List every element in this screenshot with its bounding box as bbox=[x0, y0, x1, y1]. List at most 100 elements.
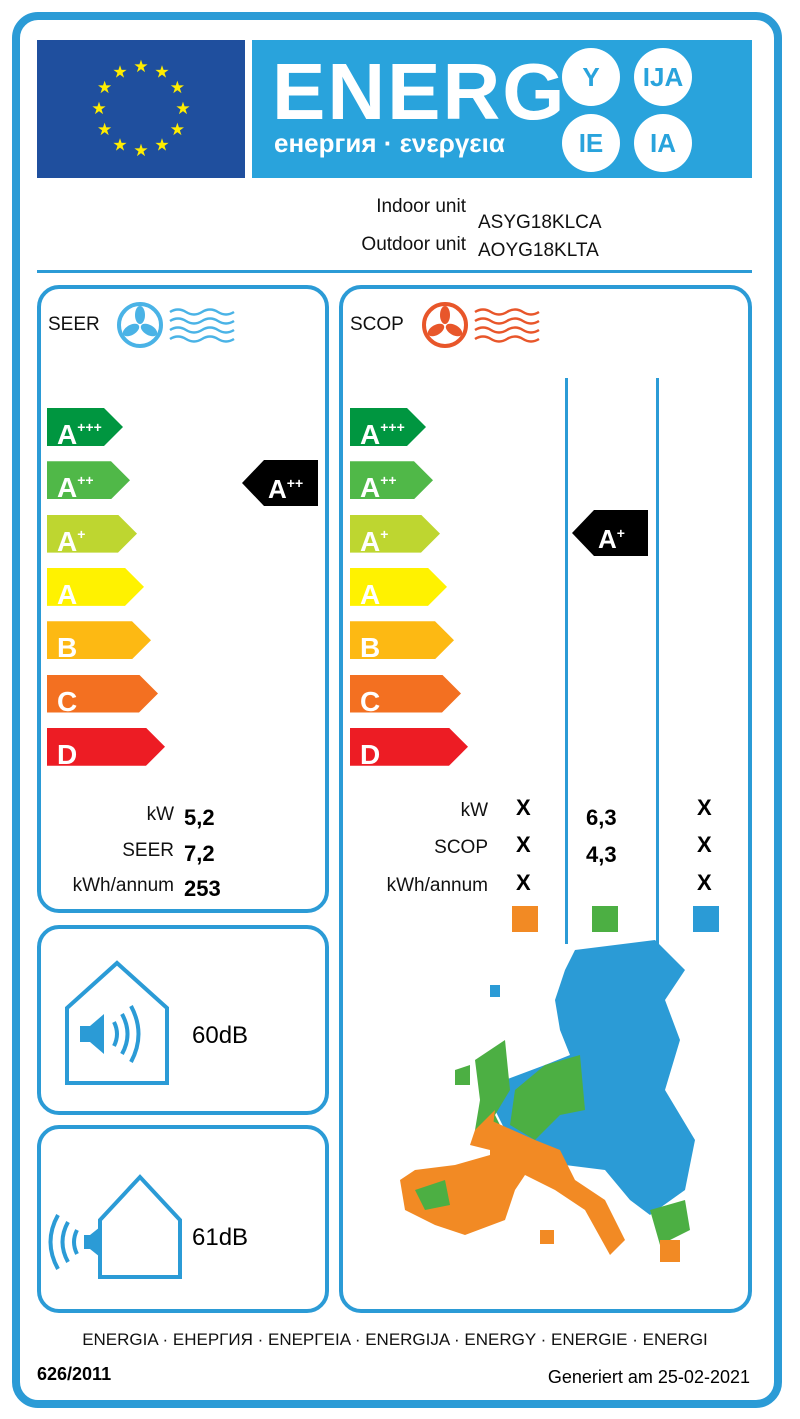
seer-panel bbox=[37, 285, 329, 913]
eu-star-icon: ★ bbox=[112, 135, 127, 154]
scop-climate-value: X bbox=[516, 832, 531, 857]
suffix-y: Y bbox=[562, 48, 620, 106]
eu-star-icon: ★ bbox=[170, 120, 185, 139]
scop-kw-label: kW bbox=[460, 800, 488, 821]
class-sup: +++ bbox=[380, 419, 405, 435]
generated-date: Generiert am 25-02-2021 bbox=[547, 1367, 750, 1387]
heating-fan-icon bbox=[422, 302, 540, 348]
class-letter: D bbox=[360, 738, 381, 770]
eu-star-icon: ★ bbox=[133, 141, 148, 160]
seer-class-bar: C bbox=[47, 675, 158, 713]
scop-climate-value: X bbox=[697, 870, 712, 895]
scop-climate-value: X bbox=[516, 795, 531, 820]
scop-rating-letter: A bbox=[598, 524, 617, 554]
regulation-number: 626/2011 bbox=[37, 1364, 112, 1384]
seer-class-bar: A bbox=[47, 568, 144, 606]
class-letter: A bbox=[57, 472, 78, 504]
indoor-unit-model: ASYG18KLCA bbox=[478, 212, 602, 233]
class-letter: A bbox=[360, 578, 381, 610]
eu-star-icon: ★ bbox=[170, 78, 185, 97]
scop-class-bar: A+++ bbox=[350, 408, 426, 446]
scop-climate-value: 4,3 bbox=[586, 842, 617, 867]
outdoor-noise-value: 61dB bbox=[192, 1224, 249, 1251]
eu-star-icon: ★ bbox=[154, 135, 169, 154]
scop-rating-sup: + bbox=[616, 525, 625, 541]
scop-class-bar: B bbox=[350, 621, 454, 659]
class-letter: B bbox=[57, 632, 78, 664]
europe-climate-map bbox=[400, 940, 695, 1262]
indoor-unit-label: Indoor unit bbox=[376, 196, 466, 217]
class-sup: + bbox=[77, 525, 86, 542]
seer-kw-label: kW bbox=[146, 804, 174, 825]
scop-class-bar: A++ bbox=[350, 461, 433, 499]
seer-class-bar: D bbox=[47, 728, 165, 766]
outdoor-sound-house-icon bbox=[48, 1174, 182, 1279]
energy-banner: ENERG енергия · ενεργεια Y IJA IE IA bbox=[252, 40, 752, 178]
eu-stars-icon: ★ ★★★★★★★★★★★ bbox=[91, 57, 190, 160]
climate-column-divider bbox=[656, 378, 659, 944]
eu-star-icon: ★ bbox=[175, 99, 190, 118]
outdoor-noise-panel bbox=[37, 1125, 329, 1313]
climate-zone-swatch bbox=[592, 906, 618, 932]
eu-flag-logo: ★ ★ ★ ★ ★ ★ ★ ★ ★ ★ ★ ★ bbox=[37, 40, 245, 178]
cooling-fan-icon bbox=[117, 302, 235, 348]
class-letter: D bbox=[57, 738, 78, 770]
scop-class-bar: D bbox=[350, 728, 468, 766]
scop-class-bar: C bbox=[350, 675, 461, 713]
seer-class-bar: A+++ bbox=[47, 408, 123, 446]
seer-annual-value: 253 bbox=[184, 876, 221, 901]
class-letter: A bbox=[360, 525, 381, 557]
class-letter: A bbox=[57, 525, 78, 557]
eu-star-icon: ★ bbox=[133, 57, 148, 76]
scop-climate-value: X bbox=[516, 870, 531, 895]
class-sup: +++ bbox=[77, 419, 102, 435]
seer-seer-label: SEER bbox=[122, 840, 174, 861]
scop-scop-label: SCOP bbox=[434, 837, 488, 858]
eu-star-icon: ★ bbox=[97, 120, 112, 139]
climate-column-divider bbox=[565, 378, 568, 944]
suffix-ia: IA bbox=[634, 114, 692, 172]
seer-title: SEER bbox=[48, 314, 100, 335]
indoor-noise-value: 60dB bbox=[192, 1022, 249, 1049]
class-sup: ++ bbox=[77, 472, 94, 489]
scop-class-bar: A+ bbox=[350, 515, 440, 553]
class-letter: B bbox=[360, 632, 381, 664]
scop-climate-value: X bbox=[697, 795, 712, 820]
seer-seer-value: 7,2 bbox=[184, 841, 215, 866]
eu-star-icon: ★ bbox=[112, 63, 127, 82]
scop-panel bbox=[339, 285, 752, 1313]
suffix-ie: IE bbox=[562, 114, 620, 172]
scop-class-bar: A bbox=[350, 568, 447, 606]
class-letter: C bbox=[57, 685, 78, 717]
class-letter: A bbox=[57, 578, 78, 610]
seer-annual-label: kWh/annum bbox=[72, 875, 174, 896]
divider bbox=[37, 270, 752, 273]
scop-climate-value: X bbox=[697, 832, 712, 857]
seer-rating-letter: A bbox=[268, 474, 287, 504]
indoor-sound-house-icon bbox=[65, 960, 169, 1085]
outdoor-unit-label: Outdoor unit bbox=[361, 234, 466, 255]
suffix-ija: IJA bbox=[634, 48, 692, 106]
energy-word: ENERG bbox=[272, 47, 567, 136]
energy-subtitle: енергия · ενεργεια bbox=[274, 128, 505, 158]
scop-climate-value: 6,3 bbox=[586, 805, 617, 830]
class-letter: A bbox=[360, 419, 381, 450]
eu-star-icon: ★ bbox=[154, 63, 169, 82]
footer-languages: ENERGIA · ЕНЕРГИЯ · ΕΝΕΡΓΕΙΑ · ENERGIJA … bbox=[82, 1330, 708, 1349]
class-sup: ++ bbox=[380, 472, 397, 489]
outdoor-unit-model: AOYG18KLTA bbox=[478, 240, 599, 261]
climate-zone-swatch bbox=[693, 906, 719, 932]
seer-class-bar: A++ bbox=[47, 461, 130, 499]
class-letter: C bbox=[360, 685, 381, 717]
climate-zone-swatch bbox=[512, 906, 538, 932]
seer-class-bar: A+ bbox=[47, 515, 137, 553]
seer-class-bar: B bbox=[47, 621, 151, 659]
label-frame bbox=[12, 12, 782, 1408]
indoor-noise-panel bbox=[37, 925, 329, 1115]
scop-annual-label: kWh/annum bbox=[386, 875, 488, 896]
scop-title: SCOP bbox=[350, 314, 404, 335]
class-letter: A bbox=[360, 472, 381, 504]
seer-kw-value: 5,2 bbox=[184, 805, 215, 830]
eu-star-icon: ★ bbox=[97, 78, 112, 97]
class-sup: + bbox=[380, 525, 389, 542]
